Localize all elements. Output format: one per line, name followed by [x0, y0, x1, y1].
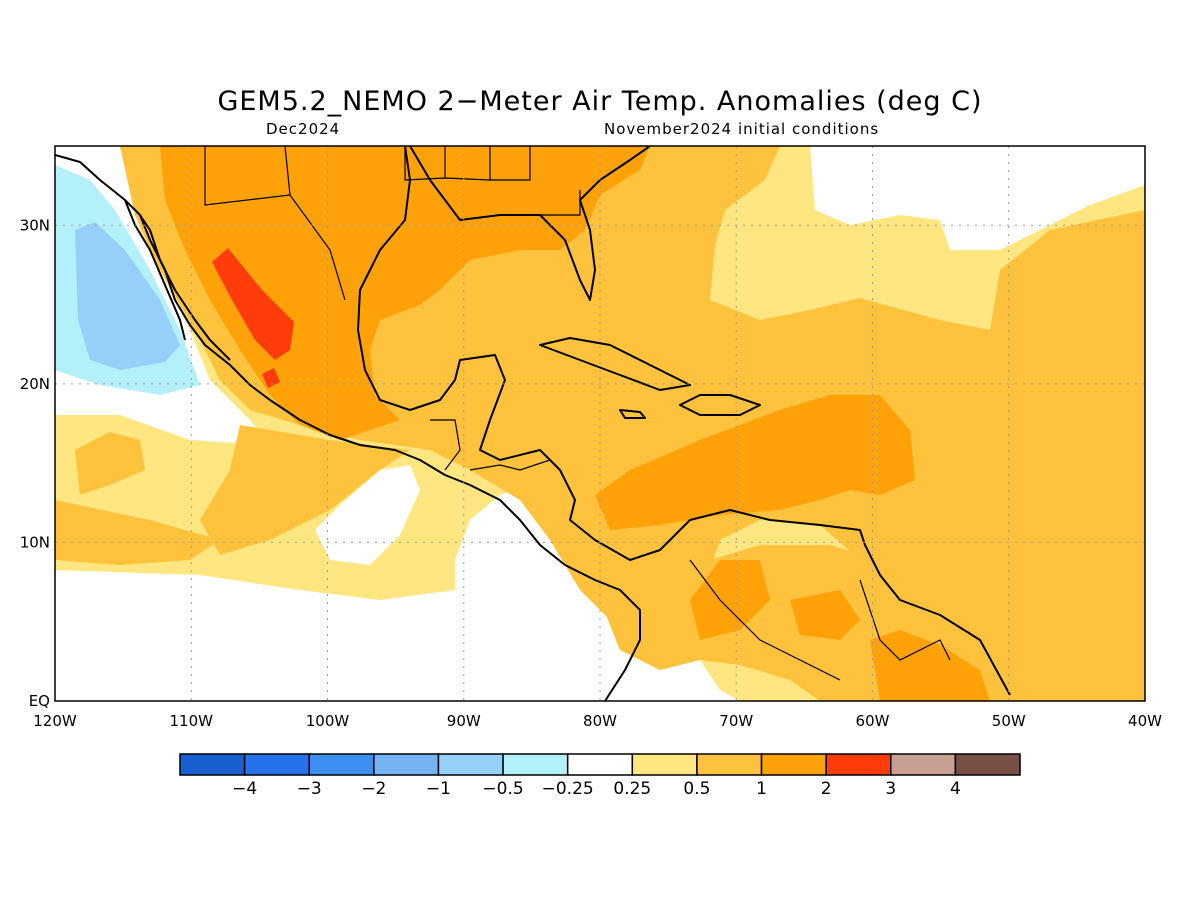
coastlines: [55, 146, 1011, 701]
hot-region-colombia: [790, 590, 860, 640]
lat-tick-label: 20N: [20, 375, 50, 393]
gridlines: [55, 146, 1145, 701]
colorbar-label: 0.25: [613, 779, 651, 799]
colorbar-swatch: [243, 753, 310, 776]
lon-tick-label: 60W: [856, 712, 890, 730]
neutral-region-pacific-pocket: [315, 465, 420, 565]
hot-region-venezuela: [690, 560, 770, 640]
warm-region-w-pacific: [75, 432, 145, 495]
colorbar-label: 3: [885, 779, 896, 799]
colorbar-label: −2: [361, 779, 386, 799]
lon-tick-label: 90W: [447, 712, 481, 730]
colorbar: [179, 753, 1021, 776]
neutral-region-pacific-mid: [55, 570, 455, 701]
warm-region-mid-pacific: [55, 500, 220, 565]
lon-tick-label: 70W: [719, 712, 753, 730]
lon-tick-label: 110W: [170, 712, 214, 730]
lon-tick-labels: 120W 110W 100W 90W 80W 70W 60W 50W 40W: [33, 712, 1162, 730]
colorbar-swatch: [631, 753, 698, 776]
hot-region-guiana: [870, 630, 990, 701]
lon-tick-label: 120W: [33, 712, 77, 730]
warm-region-e-pacific: [200, 425, 410, 555]
colorbar-label: 4: [950, 779, 961, 799]
colorbar-label: −0.5: [482, 779, 523, 799]
colorbar-swatch: [502, 753, 569, 776]
neutral-region-atlantic: [810, 146, 1145, 250]
colorbar-swatch: [760, 753, 827, 776]
colorbar-label: 2: [821, 779, 832, 799]
map-frame: [54, 145, 1146, 702]
lat-tick-label: 30N: [20, 216, 50, 234]
colorbar-swatch: [373, 753, 440, 776]
lat-tick-labels: 30N 20N 10N EQ: [20, 216, 50, 710]
colorbar-label: −0.25: [542, 779, 594, 799]
colorbar-swatch: [696, 753, 763, 776]
colorbar-swatch: [954, 753, 1021, 776]
colorbar-swatch: [308, 753, 375, 776]
colorbar-label: 1: [756, 779, 767, 799]
valid-month: Dec2024: [266, 120, 341, 138]
init-conditions: November2024 initial conditions: [604, 120, 880, 138]
colorbar-swatch: [890, 753, 957, 776]
lat-tick-label: EQ: [29, 692, 50, 710]
colorbar-swatch: [566, 753, 634, 776]
lat-tick-label: 10N: [20, 533, 50, 551]
very-hot-region-mexico: [212, 248, 294, 360]
colorbar-swatch: [825, 753, 892, 776]
colorbar-swatch: [179, 753, 246, 776]
colorbar-label: 0.5: [683, 779, 710, 799]
lon-tick-label: 80W: [583, 712, 617, 730]
colorbar-labels: −4 −3 −2 −1 −0.5 −0.25 0.25 0.5 1 2 3 4: [232, 779, 961, 799]
colorbar-label: −4: [232, 779, 257, 799]
hot-region-mexico-us: [160, 146, 650, 440]
lon-tick-label: 50W: [992, 712, 1026, 730]
very-hot-region-jalisco: [262, 368, 280, 388]
colorbar-label: −1: [426, 779, 451, 799]
cool-region-baja-inner: [75, 222, 180, 370]
colorbar-label: −3: [297, 779, 322, 799]
map-title: GEM5.2_NEMO 2−Meter Air Temp. Anomalies …: [217, 86, 983, 117]
colorbar-swatch: [437, 753, 504, 776]
lon-tick-label: 100W: [306, 712, 350, 730]
anomaly-field: [55, 146, 1145, 701]
borders: [204, 146, 951, 681]
lon-tick-label: 40W: [1128, 712, 1162, 730]
hot-region-caribbean: [595, 395, 915, 530]
